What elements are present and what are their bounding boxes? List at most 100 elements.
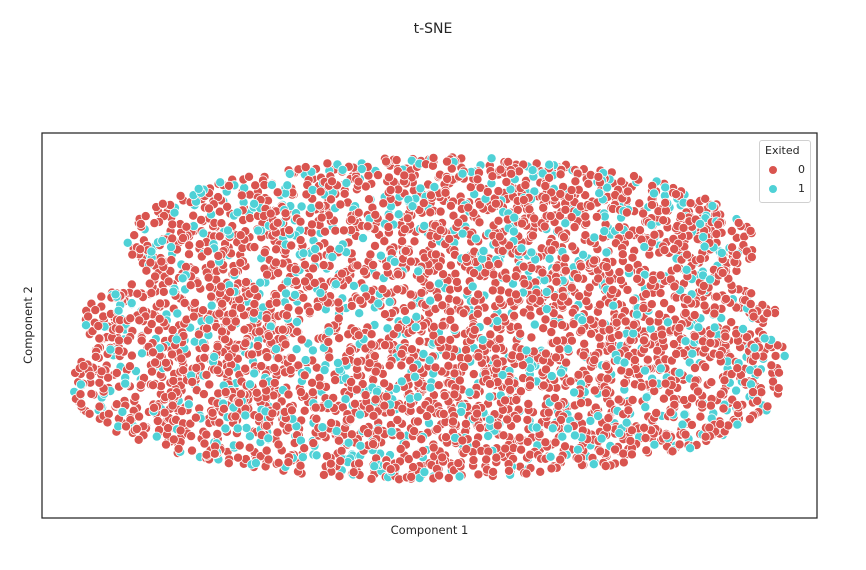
point-exited-0	[699, 300, 710, 311]
point-exited-0	[333, 297, 344, 308]
point-exited-1	[249, 198, 260, 209]
point-exited-0	[687, 393, 698, 404]
point-exited-0	[103, 408, 114, 419]
point-exited-0	[603, 413, 614, 424]
point-exited-0	[416, 287, 427, 298]
point-exited-0	[444, 233, 455, 244]
point-exited-0	[540, 314, 551, 325]
point-exited-1	[486, 153, 497, 164]
point-exited-0	[94, 377, 105, 388]
point-exited-0	[295, 387, 306, 398]
point-exited-0	[492, 358, 503, 369]
point-exited-0	[573, 369, 584, 380]
x-axis-label: Component 1	[390, 523, 469, 537]
point-exited-0	[704, 422, 715, 433]
point-exited-1	[433, 278, 444, 289]
point-exited-0	[235, 257, 246, 268]
point-exited-0	[176, 353, 187, 364]
point-exited-0	[607, 284, 618, 295]
point-exited-0	[491, 452, 502, 463]
point-exited-0	[370, 366, 381, 377]
point-exited-0	[126, 279, 137, 290]
point-exited-0	[185, 280, 196, 291]
point-exited-0	[744, 414, 755, 425]
point-exited-0	[284, 225, 295, 236]
point-exited-0	[561, 357, 572, 368]
point-exited-1	[291, 344, 302, 355]
point-exited-0	[133, 434, 144, 445]
point-exited-0	[134, 315, 145, 326]
point-exited-0	[175, 425, 186, 436]
point-exited-1	[284, 168, 295, 179]
point-exited-0	[202, 246, 213, 257]
point-exited-0	[714, 349, 725, 360]
point-exited-1	[324, 326, 335, 337]
point-exited-0	[440, 432, 451, 443]
point-exited-0	[141, 265, 152, 276]
point-exited-0	[396, 348, 407, 359]
point-exited-0	[207, 407, 218, 418]
point-exited-0	[671, 189, 682, 200]
point-exited-1	[419, 467, 430, 478]
point-exited-0	[146, 318, 157, 329]
point-exited-0	[402, 213, 413, 224]
point-exited-0	[521, 468, 532, 479]
point-exited-0	[78, 360, 89, 371]
point-exited-0	[298, 292, 309, 303]
point-exited-0	[705, 337, 716, 348]
point-exited-0	[235, 388, 246, 399]
point-exited-0	[201, 369, 212, 380]
point-exited-0	[584, 282, 595, 293]
point-exited-0	[610, 444, 621, 455]
point-exited-0	[585, 201, 596, 212]
point-exited-1	[749, 342, 760, 353]
point-exited-0	[216, 326, 227, 337]
point-exited-1	[407, 201, 418, 212]
point-exited-0	[686, 419, 697, 430]
point-exited-0	[408, 362, 419, 373]
point-exited-1	[215, 177, 226, 188]
point-exited-0	[461, 444, 472, 455]
point-exited-0	[188, 311, 199, 322]
point-exited-0	[616, 176, 627, 187]
point-exited-0	[500, 443, 511, 454]
point-exited-0	[339, 188, 350, 199]
point-exited-0	[551, 262, 562, 273]
point-exited-0	[409, 236, 420, 247]
point-exited-0	[445, 334, 456, 345]
point-exited-0	[468, 369, 479, 380]
point-exited-0	[465, 182, 476, 193]
point-exited-0	[261, 313, 272, 324]
point-exited-0	[273, 267, 284, 278]
point-exited-0	[261, 445, 272, 456]
point-exited-0	[658, 393, 669, 404]
point-exited-0	[135, 380, 146, 391]
point-exited-0	[127, 249, 138, 260]
point-exited-0	[440, 187, 451, 198]
point-exited-1	[332, 357, 343, 368]
point-exited-0	[225, 287, 236, 298]
point-exited-0	[370, 209, 381, 220]
legend-label-0: 0	[798, 163, 805, 176]
point-exited-0	[365, 249, 376, 260]
point-exited-0	[377, 284, 388, 295]
point-exited-0	[203, 272, 214, 283]
point-exited-1	[640, 365, 651, 376]
point-exited-0	[330, 225, 341, 236]
point-exited-0	[453, 217, 464, 228]
point-exited-0	[363, 194, 374, 205]
point-exited-1	[484, 391, 495, 402]
point-exited-0	[437, 300, 448, 311]
point-exited-0	[732, 400, 743, 411]
point-exited-0	[660, 197, 671, 208]
point-exited-0	[124, 361, 135, 372]
point-exited-0	[345, 414, 356, 425]
point-exited-1	[509, 212, 520, 223]
point-exited-0	[113, 345, 124, 356]
point-exited-1	[419, 220, 430, 231]
point-exited-0	[638, 303, 649, 314]
point-exited-1	[126, 298, 137, 309]
point-exited-0	[526, 332, 537, 343]
point-exited-0	[362, 221, 373, 232]
point-exited-0	[201, 429, 212, 440]
